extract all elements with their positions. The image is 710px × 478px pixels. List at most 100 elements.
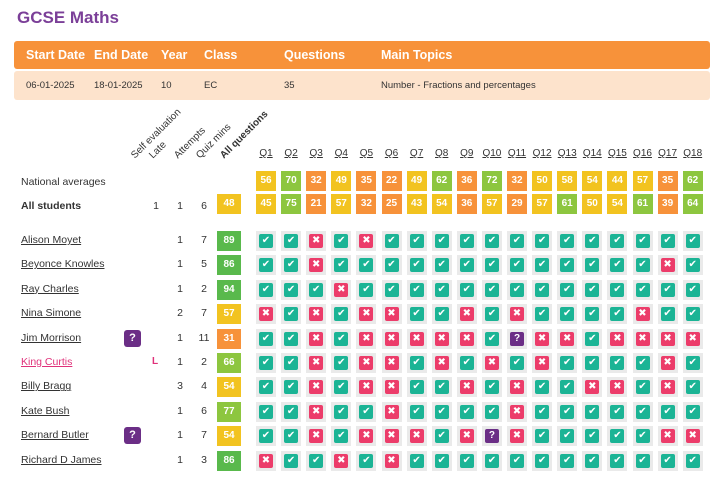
answer-cell-q12[interactable]: ✔ (532, 304, 553, 325)
answer-cell-q14[interactable]: ✔ (582, 353, 603, 373)
answer-cell-q6[interactable]: ✖ (381, 328, 402, 349)
answer-cell-q6[interactable]: ✖ (381, 401, 402, 422)
answer-cell-q2[interactable]: ✔ (281, 426, 302, 447)
answer-cell-q18[interactable]: ✖ (682, 328, 703, 349)
student-name-link[interactable]: Richard D James (21, 453, 102, 466)
answer-cell-q15[interactable]: ✔ (607, 304, 628, 325)
student-name-link[interactable]: Nina Simone (21, 307, 82, 320)
answer-cell-q2[interactable]: ✔ (281, 328, 302, 349)
answer-cell-q11[interactable]: ✖ (507, 304, 527, 325)
answer-cell-q5[interactable]: ✖ (356, 231, 377, 251)
answer-cell-q5[interactable]: ✔ (356, 255, 377, 276)
answer-cell-q14[interactable]: ✖ (582, 377, 603, 398)
answer-cell-q4[interactable]: ✔ (331, 328, 352, 349)
answer-cell-q17[interactable]: ✔ (657, 279, 678, 300)
answer-cell-q13[interactable]: ✔ (557, 304, 578, 325)
answer-cell-q7[interactable]: ✖ (406, 328, 427, 349)
answer-cell-q8[interactable]: ✔ (431, 231, 452, 251)
answer-cell-q2[interactable]: ✔ (281, 353, 302, 373)
answer-cell-q13[interactable]: ✔ (557, 255, 578, 276)
answer-cell-q18[interactable]: ✔ (682, 279, 703, 300)
answer-cell-q11[interactable]: ✔ (507, 279, 527, 300)
answer-cell-q4[interactable]: ✔ (331, 255, 352, 276)
answer-cell-q16[interactable]: ✖ (632, 304, 653, 325)
answer-cell-q8[interactable]: ✔ (431, 426, 452, 447)
answer-cell-q7[interactable]: ✔ (406, 255, 427, 276)
answer-cell-q1[interactable]: ✔ (256, 279, 276, 300)
answer-cell-q5[interactable]: ✖ (356, 328, 377, 349)
answer-cell-q7[interactable]: ✔ (406, 377, 427, 398)
answer-cell-q2[interactable]: ✔ (281, 231, 302, 251)
answer-cell-q9[interactable]: ✔ (456, 401, 477, 422)
answer-cell-q2[interactable]: ✔ (281, 450, 302, 471)
answer-cell-q4[interactable]: ✔ (331, 304, 352, 325)
answer-cell-q10[interactable]: ✔ (481, 450, 502, 471)
answer-cell-q16[interactable]: ✔ (632, 255, 653, 276)
answer-cell-q3[interactable]: ✖ (306, 377, 327, 398)
answer-cell-q8[interactable]: ✖ (431, 353, 452, 373)
answer-cell-q3[interactable]: ✖ (306, 426, 327, 447)
answer-cell-q1[interactable]: ✔ (256, 231, 276, 251)
answer-cell-q2[interactable]: ✔ (281, 377, 302, 398)
answer-cell-q5[interactable]: ✖ (356, 304, 377, 325)
answer-cell-q16[interactable]: ✖ (632, 328, 653, 349)
answer-cell-q12[interactable]: ✔ (532, 231, 553, 251)
answer-cell-q12[interactable]: ✔ (532, 450, 553, 471)
answer-cell-q9[interactable]: ✔ (456, 231, 477, 251)
answer-cell-q1[interactable]: ✖ (256, 304, 276, 325)
answer-cell-q8[interactable]: ✔ (431, 255, 452, 276)
answer-cell-q14[interactable]: ✔ (582, 255, 603, 276)
answer-cell-q13[interactable]: ✔ (557, 231, 578, 251)
answer-cell-q16[interactable]: ✔ (632, 231, 653, 251)
answer-cell-q7[interactable]: ✔ (406, 450, 427, 471)
answer-cell-q1[interactable]: ✖ (256, 450, 276, 471)
answer-cell-q5[interactable]: ✔ (356, 401, 377, 422)
answer-cell-q14[interactable]: ✔ (582, 450, 603, 471)
question-header-4[interactable]: Q4 (334, 148, 348, 159)
answer-cell-q14[interactable]: ✔ (582, 304, 603, 325)
answer-cell-q6[interactable]: ✖ (381, 304, 402, 325)
question-header-13[interactable]: Q13 (557, 148, 577, 159)
answer-cell-q10[interactable]: ✔ (481, 328, 502, 349)
answer-cell-q15[interactable]: ✖ (607, 377, 628, 398)
answer-cell-q9[interactable]: ✔ (456, 450, 477, 471)
answer-cell-q5[interactable]: ✔ (356, 279, 377, 300)
answer-cell-q9[interactable]: ✔ (456, 279, 477, 300)
answer-cell-q1[interactable]: ✔ (256, 401, 276, 422)
answer-cell-q3[interactable]: ✖ (306, 328, 327, 349)
answer-cell-q3[interactable]: ✔ (306, 450, 327, 471)
question-header-9[interactable]: Q9 (460, 148, 474, 159)
answer-cell-q17[interactable]: ✖ (657, 426, 678, 447)
answer-cell-q4[interactable]: ✖ (331, 279, 352, 300)
answer-cell-q13[interactable]: ✔ (557, 401, 578, 422)
question-header-16[interactable]: Q16 (633, 148, 652, 159)
answer-cell-q11[interactable]: ? (507, 328, 527, 349)
answer-cell-q7[interactable]: ✔ (406, 231, 427, 251)
answer-cell-q4[interactable]: ✔ (331, 377, 352, 398)
answer-cell-q13[interactable]: ✔ (557, 279, 578, 300)
question-header-12[interactable]: Q12 (532, 148, 552, 159)
answer-cell-q1[interactable]: ✔ (256, 328, 276, 349)
answer-cell-q14[interactable]: ✔ (582, 231, 603, 251)
answer-cell-q11[interactable]: ✖ (507, 377, 527, 398)
answer-cell-q12[interactable]: ✔ (532, 377, 553, 398)
answer-cell-q1[interactable]: ✔ (256, 377, 276, 398)
answer-cell-q15[interactable]: ✔ (607, 353, 628, 373)
answer-cell-q16[interactable]: ✔ (632, 426, 653, 447)
answer-cell-q3[interactable]: ✔ (306, 279, 327, 300)
question-header-3[interactable]: Q3 (309, 148, 323, 159)
student-name-link[interactable]: Alison Moyet (21, 234, 82, 246)
answer-cell-q3[interactable]: ✖ (306, 255, 327, 276)
answer-cell-q13[interactable]: ✔ (557, 377, 578, 398)
self-evaluation-badge[interactable]: ? (124, 427, 141, 445)
answer-cell-q14[interactable]: ✔ (582, 279, 603, 300)
answer-cell-q13[interactable]: ✔ (557, 426, 578, 447)
answer-cell-q17[interactable]: ✖ (657, 255, 678, 276)
answer-cell-q16[interactable]: ✔ (632, 377, 653, 398)
answer-cell-q12[interactable]: ✔ (532, 426, 553, 447)
student-name-link[interactable]: Billy Bragg (21, 380, 72, 393)
answer-cell-q16[interactable]: ✔ (632, 450, 653, 471)
answer-cell-q10[interactable]: ✔ (481, 304, 502, 325)
answer-cell-q1[interactable]: ✔ (256, 353, 276, 373)
answer-cell-q9[interactable]: ✔ (456, 353, 477, 373)
